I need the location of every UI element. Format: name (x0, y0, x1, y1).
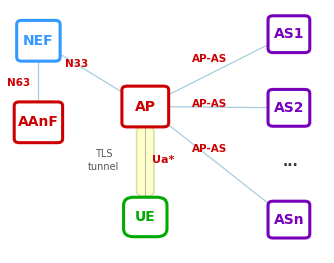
Text: ...: ... (283, 155, 299, 169)
Text: AP-AS: AP-AS (192, 144, 227, 154)
Text: AP-AS: AP-AS (192, 54, 227, 64)
Text: TLS
tunnel: TLS tunnel (88, 149, 119, 172)
Text: AS1: AS1 (274, 27, 304, 41)
Text: AP: AP (135, 99, 156, 114)
Text: UE: UE (135, 210, 156, 224)
Text: NEF: NEF (23, 34, 54, 48)
FancyBboxPatch shape (124, 197, 167, 237)
Text: N63: N63 (7, 78, 30, 88)
FancyBboxPatch shape (268, 89, 310, 126)
Text: AAnF: AAnF (18, 115, 59, 129)
FancyBboxPatch shape (268, 16, 310, 53)
FancyBboxPatch shape (14, 102, 63, 143)
Text: Ua*: Ua* (152, 155, 174, 165)
Text: N33: N33 (65, 59, 89, 69)
FancyBboxPatch shape (122, 86, 169, 127)
Text: AP-AS: AP-AS (192, 99, 227, 109)
Text: AS2: AS2 (274, 101, 304, 115)
FancyBboxPatch shape (137, 127, 154, 196)
Text: ASn: ASn (274, 213, 304, 227)
FancyBboxPatch shape (268, 201, 310, 238)
FancyBboxPatch shape (17, 21, 60, 61)
